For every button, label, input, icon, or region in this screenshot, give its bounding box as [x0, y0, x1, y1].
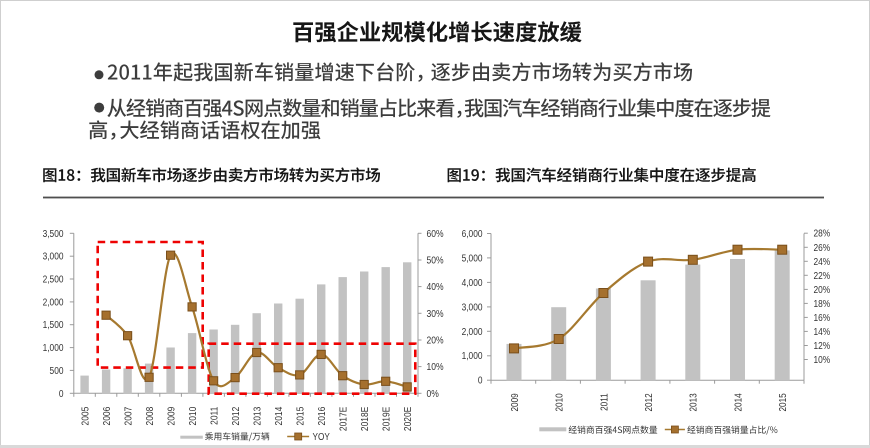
- svg-text:28%: 28%: [814, 228, 831, 239]
- svg-text:18%: 18%: [814, 298, 831, 309]
- svg-text:14%: 14%: [814, 326, 831, 337]
- svg-text:2010: 2010: [186, 407, 198, 426]
- svg-text:16%: 16%: [814, 312, 831, 323]
- svg-text:0: 0: [478, 375, 483, 386]
- svg-text:2011: 2011: [599, 393, 610, 411]
- svg-text:2009: 2009: [509, 393, 520, 411]
- svg-text:1,000: 1,000: [462, 350, 483, 361]
- svg-text:YOY: YOY: [313, 431, 330, 442]
- svg-text:2014: 2014: [272, 407, 284, 426]
- svg-text:2019E: 2019E: [380, 407, 392, 431]
- svg-text:2008: 2008: [143, 407, 155, 426]
- svg-text:26%: 26%: [814, 242, 831, 253]
- svg-text:40%: 40%: [427, 281, 445, 293]
- svg-text:2016: 2016: [315, 407, 327, 426]
- svg-text:3,000: 3,000: [462, 302, 483, 313]
- svg-text:20%: 20%: [814, 284, 831, 295]
- svg-text:2010: 2010: [554, 393, 565, 411]
- svg-text:3,000: 3,000: [43, 251, 64, 262]
- svg-text:2012: 2012: [229, 407, 241, 426]
- svg-text:2,500: 2,500: [43, 274, 64, 285]
- svg-text:10%: 10%: [814, 354, 831, 365]
- svg-text:10%: 10%: [427, 361, 445, 373]
- svg-text:2,000: 2,000: [462, 326, 483, 337]
- svg-text:2005: 2005: [79, 407, 91, 426]
- svg-text:2013: 2013: [688, 393, 699, 411]
- svg-text:4,000: 4,000: [462, 277, 483, 288]
- svg-text:1,000: 1,000: [43, 342, 64, 353]
- svg-text:500: 500: [50, 365, 64, 376]
- svg-text:12%: 12%: [814, 340, 831, 351]
- svg-text:2013: 2013: [251, 407, 263, 426]
- svg-text:2,000: 2,000: [43, 297, 64, 308]
- svg-text:2009: 2009: [165, 407, 177, 426]
- svg-text:24%: 24%: [814, 256, 831, 267]
- svg-text:2012: 2012: [643, 393, 654, 411]
- svg-text:3,500: 3,500: [43, 228, 64, 239]
- svg-text:5,000: 5,000: [462, 253, 483, 264]
- svg-text:0%: 0%: [427, 388, 440, 400]
- svg-text:2020E: 2020E: [401, 407, 413, 431]
- svg-text:2015: 2015: [294, 407, 306, 426]
- svg-text:22%: 22%: [814, 270, 831, 281]
- svg-text:1,500: 1,500: [43, 319, 64, 330]
- svg-text:2014: 2014: [733, 393, 744, 411]
- svg-text:20%: 20%: [427, 335, 445, 347]
- svg-text:0: 0: [59, 388, 64, 399]
- svg-text:2006: 2006: [100, 407, 112, 426]
- svg-text:50%: 50%: [427, 255, 445, 267]
- svg-text:30%: 30%: [427, 308, 445, 320]
- svg-text:60%: 60%: [427, 228, 445, 240]
- svg-text:2011: 2011: [208, 407, 220, 425]
- svg-text:2015: 2015: [777, 393, 788, 411]
- svg-text:2017E: 2017E: [337, 407, 349, 431]
- svg-text:6,000: 6,000: [462, 228, 483, 239]
- svg-text:2018E: 2018E: [358, 407, 370, 431]
- svg-text:2007: 2007: [122, 407, 134, 426]
